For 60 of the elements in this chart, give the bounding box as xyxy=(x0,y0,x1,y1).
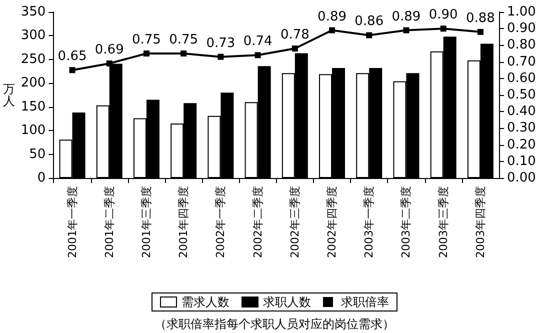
y2-tick-label: 0.40 xyxy=(507,104,536,120)
point xyxy=(254,52,261,58)
legend-label: 求职倍率 xyxy=(341,295,389,309)
x-tick-label: 2002年二季度 xyxy=(251,186,264,258)
y-tick-label: 50 xyxy=(29,146,46,162)
y2-tick-label: 0.20 xyxy=(507,137,536,152)
point xyxy=(218,54,224,60)
data-label: 0.89 xyxy=(392,9,421,24)
data-label: 0.69 xyxy=(94,42,124,58)
x-tick-label: 2001年二季度 xyxy=(102,186,116,258)
y2-tick-label: 0.80 xyxy=(507,38,536,53)
data-label: 0.74 xyxy=(243,34,272,50)
x-tick-label: 2002年一季度 xyxy=(214,186,228,258)
x-tick-label: 2002年三季度 xyxy=(288,186,302,258)
y2-tick-label: 0.90 xyxy=(507,21,536,36)
point xyxy=(143,50,150,56)
data-label: 0.89 xyxy=(318,9,346,24)
y-tick-label: 300 xyxy=(20,28,46,44)
y-tick-label: 100 xyxy=(20,123,46,138)
y-tick-label: 150 xyxy=(20,99,46,114)
legend-label: 需求人数 xyxy=(182,295,230,309)
x-tick-label: 2001年三季度 xyxy=(140,186,153,258)
y-tick-label: 250 xyxy=(20,52,46,67)
data-label: 0.65 xyxy=(58,49,87,64)
x-tick-label: 2003年二季度 xyxy=(400,186,413,258)
data-label: 0.90 xyxy=(428,8,458,23)
data-label: 0.78 xyxy=(280,28,310,43)
data-label: 0.75 xyxy=(132,32,161,48)
data-label: 0.73 xyxy=(206,36,236,51)
y2-tick-label: 0.00 xyxy=(507,170,536,186)
point xyxy=(403,27,410,34)
point xyxy=(180,50,187,56)
point xyxy=(366,32,372,38)
y2-tick-label: 0.60 xyxy=(507,70,536,86)
y-tick-label: 200 xyxy=(20,76,46,91)
data-label: 0.75 xyxy=(169,32,198,48)
point xyxy=(292,46,298,52)
point xyxy=(106,60,112,66)
point xyxy=(69,67,76,74)
data-label: 0.86 xyxy=(354,14,384,30)
y2-tick-label: 0.10 xyxy=(507,154,536,169)
y2-tick-label: 1.00 xyxy=(507,4,536,20)
y-axis-title: 万人 xyxy=(3,82,15,108)
x-tick-label: 2003年四季度 xyxy=(474,186,487,258)
x-tick-label: 2003年三季度 xyxy=(436,186,450,258)
x-tick-label: 2003年一季度 xyxy=(362,186,376,258)
point xyxy=(440,26,446,32)
data-label: 0.88 xyxy=(466,10,495,26)
y2-tick-label: 0.50 xyxy=(507,88,536,102)
point xyxy=(477,28,484,35)
x-tick-label: 2002年四季度 xyxy=(326,186,339,258)
x-tick-label: 2001年一季度 xyxy=(66,186,79,258)
text: （求职倍率指每个求职人员对应的岗位需求） xyxy=(154,317,394,331)
y-tick-label: 0 xyxy=(37,170,46,186)
y2-tick-label: 0.70 xyxy=(507,54,536,70)
x-tick-label: 2001年四季度 xyxy=(177,186,190,258)
legend-label: 求职人数 xyxy=(263,295,311,309)
y-tick-label: 350 xyxy=(20,4,46,20)
point xyxy=(329,27,336,34)
y2-tick-label: 0.30 xyxy=(507,120,536,136)
